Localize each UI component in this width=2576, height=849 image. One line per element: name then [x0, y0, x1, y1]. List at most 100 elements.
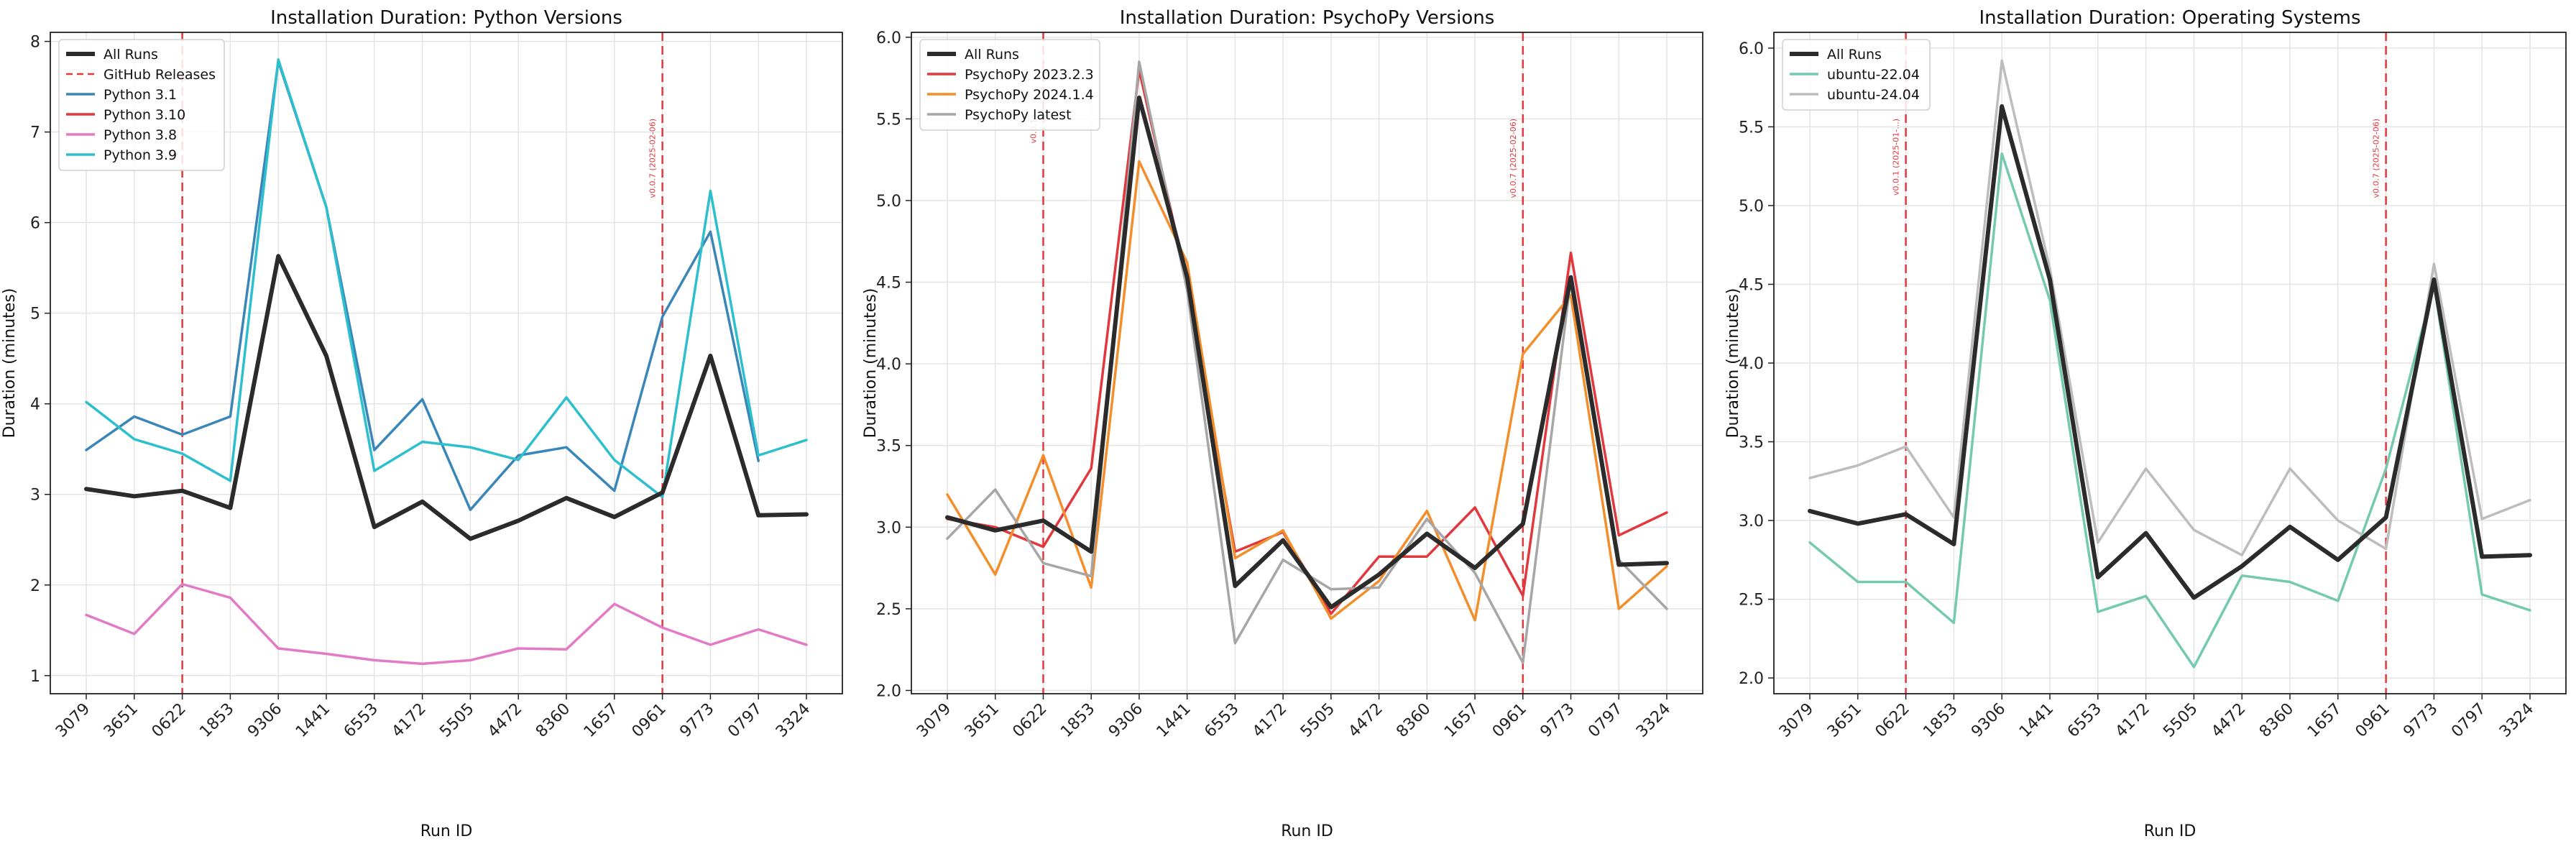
x-tick-label: 3079	[1776, 700, 1817, 741]
x-tick-label: 8360	[1393, 700, 1434, 741]
series-line-all-runs	[1808, 104, 2532, 600]
x-tick-label: 4472	[1346, 700, 1386, 741]
x-tick-label: 0622	[149, 700, 190, 741]
x-tick-label: 3079	[914, 700, 954, 741]
y-tick-label: 3	[30, 487, 40, 505]
x-tick-label: 6553	[1201, 700, 1242, 741]
series-line-all-runs	[945, 95, 1669, 610]
x-tick-label: 4172	[2112, 700, 2153, 741]
x-tick-label: 1853	[1057, 700, 1098, 741]
x-tick-label: 5505	[436, 700, 477, 741]
release-label: v0.0.7 (2025-02-06)	[2372, 119, 2381, 198]
y-tick-label: 6	[30, 215, 40, 233]
y-tick-label: 5.5	[1739, 119, 1764, 137]
y-tick-label: 4.5	[1739, 276, 1764, 294]
x-tick-label: 9773	[2400, 700, 2441, 741]
x-tick-label: 4172	[389, 700, 430, 741]
y-tick-label: 3.5	[876, 438, 901, 456]
x-tick-label: 4172	[1249, 700, 1290, 741]
x-tick-label: 1657	[581, 700, 622, 741]
y-tick-label: 2.5	[1739, 592, 1764, 610]
chart-title: Installation Duration: Python Versions	[270, 7, 622, 29]
y-tick-label: 5.5	[876, 111, 901, 129]
x-tick-label: 1657	[1441, 700, 1482, 741]
y-axis-label: Duration (minutes)	[1, 288, 19, 439]
y-tick-label: 3.0	[876, 519, 901, 537]
axes-frame	[911, 32, 1703, 694]
x-tick-label: 9306	[244, 700, 285, 741]
x-tick-label: 9306	[1968, 700, 2009, 741]
y-tick-label: 2	[30, 577, 40, 595]
x-tick-label: 1441	[2016, 700, 2057, 741]
legend-label: Python 3.10	[104, 107, 185, 123]
x-tick-label: 3651	[962, 700, 1003, 741]
series-line-psychopy-2024-1-4	[946, 160, 1668, 622]
x-tick-label: 3079	[52, 700, 93, 741]
x-tick-label: 0797	[724, 700, 765, 741]
x-tick-label: 0797	[1585, 700, 1626, 741]
axes-frame	[1773, 32, 2567, 694]
series-line-python-3-8	[85, 582, 808, 666]
x-tick-label: 6553	[341, 700, 382, 741]
y-tick-label: 5.0	[1739, 198, 1764, 216]
x-tick-label: 1853	[1920, 700, 1961, 741]
legend-label: Python 3.8	[104, 127, 177, 143]
legend-label: GitHub Releases	[104, 67, 216, 83]
x-tick-label: 1441	[1154, 700, 1195, 741]
x-tick-label: 6553	[2064, 700, 2105, 741]
x-tick-label: 0961	[1489, 700, 1530, 741]
y-tick-label: 1	[30, 668, 40, 686]
y-tick-label: 5	[30, 306, 40, 323]
y-tick-label: 5.0	[876, 193, 901, 211]
x-tick-label: 3651	[101, 700, 142, 741]
chart-panel-1: 1 2 3 4 5 6 7 8 3079 3651 0622 1853 9306 1441 6553 4172…	[1, 7, 843, 840]
y-tick-label: 6.0	[876, 29, 901, 47]
y-axis-label: Duration (minutes)	[1724, 288, 1742, 439]
y-tick-label: 4.5	[876, 275, 901, 293]
x-tick-label: 0961	[629, 700, 670, 741]
y-tick-label: 2.0	[1739, 670, 1764, 688]
x-tick-label: 3324	[773, 700, 814, 741]
y-tick-label: 3.0	[1739, 513, 1764, 531]
chart-title: Installation Duration: PsychoPy Versions	[1120, 7, 1495, 29]
y-tick-label: 7	[30, 124, 40, 142]
x-tick-label: 5505	[2160, 700, 2201, 741]
legend-label: PsychoPy latest	[965, 107, 1072, 123]
x-tick-label: 5505	[1297, 700, 1338, 741]
legend-label: Python 3.1	[104, 87, 177, 103]
x-axis-label: Run ID	[420, 822, 473, 840]
x-tick-label: 3324	[2496, 700, 2537, 741]
x-tick-label: 1853	[196, 700, 237, 741]
x-tick-label: 0622	[1872, 700, 1913, 741]
x-axis-label: Run ID	[2144, 822, 2196, 840]
series-line-all-runs	[84, 254, 809, 541]
x-tick-label: 9306	[1105, 700, 1146, 741]
series-line-ubuntu-24-04	[1808, 59, 2531, 556]
x-tick-label: 1657	[2304, 700, 2345, 741]
legend-label: All Runs	[965, 47, 1019, 63]
y-tick-label: 6.0	[1739, 40, 1764, 58]
release-label: v0.0.7 (2025-02-06)	[648, 119, 658, 198]
legend-label: PsychoPy 2024.1.4	[965, 87, 1094, 103]
x-tick-label: 3651	[1824, 700, 1865, 741]
chart-title: Installation Duration: Operating Systems	[1979, 7, 2361, 29]
y-tick-label: 4.0	[876, 356, 901, 374]
x-tick-label: 0961	[2352, 700, 2393, 741]
y-tick-label: 4	[30, 396, 40, 414]
x-tick-label: 9773	[1537, 700, 1578, 741]
x-tick-label: 3324	[1633, 700, 1674, 741]
legend-label: Python 3.9	[104, 147, 177, 163]
legend-label: ubuntu-24.04	[1827, 87, 1920, 103]
release-label: v0.0.7 (2025-02-06)	[1509, 119, 1518, 198]
legend-label: ubuntu-22.04	[1827, 67, 1920, 83]
legend-label: All Runs	[104, 47, 158, 63]
x-tick-label: 1441	[293, 700, 334, 741]
x-tick-label: 4472	[2208, 700, 2249, 741]
release-label: v0.0.1 (2025-01-...)	[1892, 119, 1901, 196]
y-tick-label: 2.0	[876, 682, 901, 700]
legend-label: PsychoPy 2023.2.3	[965, 67, 1094, 83]
series-line-python-3-1	[85, 60, 760, 511]
